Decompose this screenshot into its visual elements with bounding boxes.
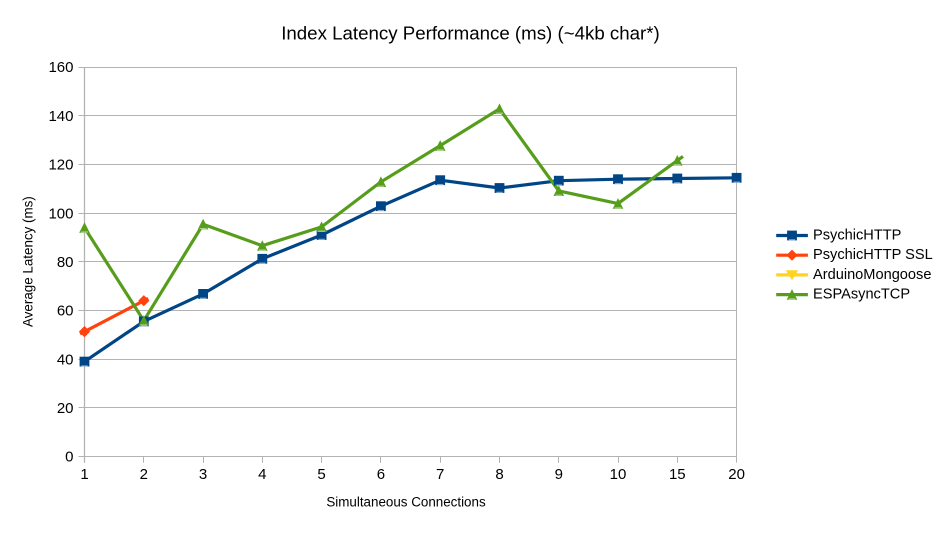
- svg-text:20: 20: [728, 466, 745, 483]
- svg-text:9: 9: [555, 466, 563, 483]
- svg-text:80: 80: [57, 254, 74, 271]
- svg-text:Average Latency (ms): Average Latency (ms): [21, 196, 36, 327]
- svg-text:1: 1: [80, 466, 88, 483]
- svg-text:15: 15: [669, 466, 686, 483]
- svg-text:4: 4: [258, 466, 266, 483]
- svg-text:140: 140: [48, 108, 73, 125]
- svg-text:120: 120: [48, 157, 73, 174]
- svg-text:40: 40: [57, 351, 74, 368]
- svg-text:3: 3: [199, 466, 207, 483]
- svg-text:PsychicHTTP: PsychicHTTP: [813, 227, 901, 243]
- svg-text:0: 0: [65, 449, 73, 466]
- svg-text:160: 160: [48, 59, 73, 76]
- svg-text:10: 10: [610, 466, 627, 483]
- svg-text:20: 20: [57, 400, 74, 417]
- svg-text:ArduinoMongoose: ArduinoMongoose: [813, 267, 931, 283]
- svg-text:100: 100: [48, 205, 73, 222]
- svg-text:6: 6: [377, 466, 385, 483]
- svg-text:7: 7: [436, 466, 444, 483]
- svg-text:Simultaneous Connections: Simultaneous Connections: [326, 494, 486, 509]
- svg-text:5: 5: [317, 466, 325, 483]
- svg-text:PsychicHTTP SSL: PsychicHTTP SSL: [813, 247, 933, 263]
- svg-text:60: 60: [57, 303, 74, 320]
- svg-text:2: 2: [140, 466, 148, 483]
- svg-text:8: 8: [495, 466, 503, 483]
- svg-text:Index Latency Performance (ms): Index Latency Performance (ms) (~4kb cha…: [281, 22, 660, 43]
- svg-text:ESPAsyncTCP: ESPAsyncTCP: [813, 287, 910, 303]
